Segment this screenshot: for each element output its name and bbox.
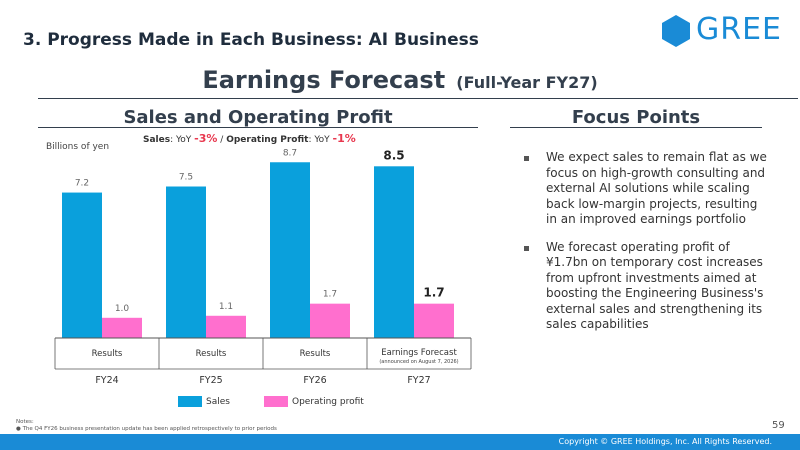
sales-bar (374, 166, 414, 338)
legend-sales-swatch (178, 396, 202, 407)
x-tick-label: FY26 (303, 375, 326, 386)
footer-bar: Copyright © GREE Holdings, Inc. All Righ… (0, 434, 800, 450)
category-type-label: Results (196, 349, 227, 359)
focus-point-text: We expect sales to remain flat as we foc… (546, 150, 767, 226)
legend-sales: Sales (178, 396, 230, 407)
sales-bar (166, 186, 206, 338)
forecast-note-label: (announced on August 7, 2026) (379, 359, 458, 365)
sales-value-label: 7.5 (179, 173, 193, 183)
chart-unit-label: Billions of yen (46, 142, 110, 152)
operating-profit-bar (102, 317, 142, 338)
focus-points-list: We expect sales to remain flat as we foc… (522, 150, 772, 345)
gree-logo: GREE (660, 12, 781, 50)
yoy-separator: / (217, 135, 227, 145)
sales-bar (270, 162, 310, 338)
category-type-label: Results (92, 349, 123, 359)
operating-profit-bar (310, 303, 350, 338)
yoy-sales-label: Sales (143, 135, 171, 145)
bullet-square-icon (524, 245, 529, 251)
op-value-label: 1.7 (423, 286, 444, 300)
x-tick-label: FY24 (95, 375, 118, 386)
op-value-label: 1.0 (115, 304, 130, 314)
hexagon-logo-icon (662, 15, 690, 47)
title-divider (38, 98, 798, 99)
sales-value-label: 8.5 (383, 148, 404, 162)
legend-op-label: Operating profit (292, 397, 364, 407)
yoy-op-value: -1% (332, 132, 356, 145)
yoy-op-label: Operating Profit (226, 135, 309, 145)
operating-profit-bar (414, 303, 454, 338)
notes-text: The Q4 FY26 business presentation update… (22, 426, 277, 432)
category-type-label: Results (300, 349, 331, 359)
legend-sales-label: Sales (206, 397, 230, 407)
page-title-main: Earnings Forecast (202, 66, 446, 94)
operating-profit-bar (206, 315, 246, 338)
sales-bar (62, 192, 102, 338)
focus-points-divider (510, 127, 762, 128)
yoy-sales-value: -3% (194, 132, 218, 145)
footnotes: Notes: ● The Q4 FY26 business presentati… (16, 419, 277, 433)
focus-point-text: We forecast operating profit of ¥1.7bn o… (546, 239, 764, 332)
yoy-summary: Sales: YoY -3% / Operating Profit: YoY -… (143, 132, 356, 145)
page-number: 59 (772, 420, 785, 431)
page-title: Earnings Forecast (Full-Year FY27) (0, 66, 800, 94)
x-tick-label: FY27 (407, 375, 430, 386)
focus-points-heading: Focus Points (571, 107, 701, 128)
legend-op-swatch (264, 396, 288, 407)
sales-value-label: 8.7 (283, 148, 297, 158)
page-title-suffix: (Full-Year FY27) (456, 73, 598, 92)
yoy-prefix-2: : YoY (308, 135, 333, 145)
section-title: 3. Progress Made in Each Business: AI Bu… (23, 30, 479, 50)
notes-line: ● The Q4 FY26 business presentation upda… (16, 426, 277, 432)
yoy-prefix: : YoY (170, 135, 195, 145)
sales-value-label: 7.2 (75, 179, 89, 189)
chart-heading: Sales and Operating Profit (123, 107, 393, 128)
bullet-square-icon (524, 156, 529, 161)
category-type-label: Earnings Forecast (381, 348, 457, 358)
op-value-label: 1.1 (219, 302, 233, 312)
legend-operating-profit: Operating profit (264, 396, 364, 407)
focus-point-item: We forecast operating profit of ¥1.7bn o… (522, 240, 772, 333)
focus-point-item: We expect sales to remain flat as we foc… (522, 150, 772, 228)
chart-heading-divider (38, 127, 478, 128)
copyright-text: Copyright © GREE Holdings, Inc. All Righ… (558, 437, 772, 446)
logo-wordmark: GREE (696, 12, 783, 47)
op-value-label: 1.7 (323, 290, 337, 300)
x-tick-label: FY25 (199, 375, 222, 386)
notes-label: Notes: (16, 419, 34, 425)
